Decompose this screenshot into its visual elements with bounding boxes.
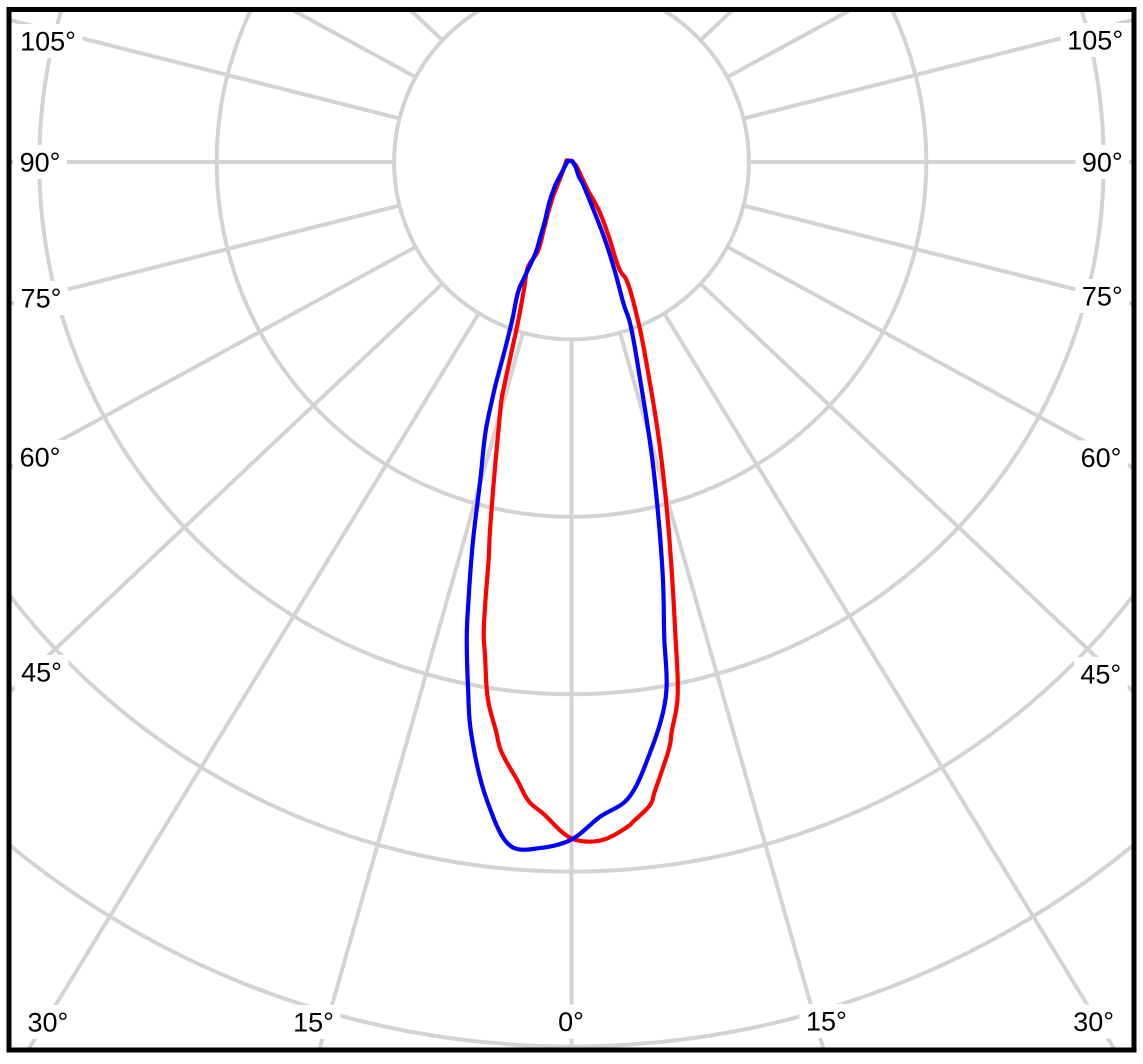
svg-text:90°: 90°	[20, 148, 61, 178]
svg-text:30°: 30°	[27, 1008, 68, 1038]
svg-text:90°: 90°	[1082, 148, 1123, 178]
svg-text:60°: 60°	[20, 443, 61, 473]
svg-text:105°: 105°	[1067, 26, 1123, 56]
svg-text:75°: 75°	[1082, 282, 1123, 312]
svg-text:0°: 0°	[558, 1007, 584, 1037]
svg-text:75°: 75°	[21, 284, 62, 314]
svg-text:15°: 15°	[806, 1007, 847, 1037]
svg-text:105°: 105°	[20, 27, 76, 57]
svg-text:60°: 60°	[1081, 443, 1122, 473]
svg-text:15°: 15°	[293, 1008, 334, 1038]
svg-text:45°: 45°	[1080, 660, 1121, 690]
svg-text:45°: 45°	[21, 658, 62, 688]
svg-text:30°: 30°	[1073, 1007, 1114, 1037]
